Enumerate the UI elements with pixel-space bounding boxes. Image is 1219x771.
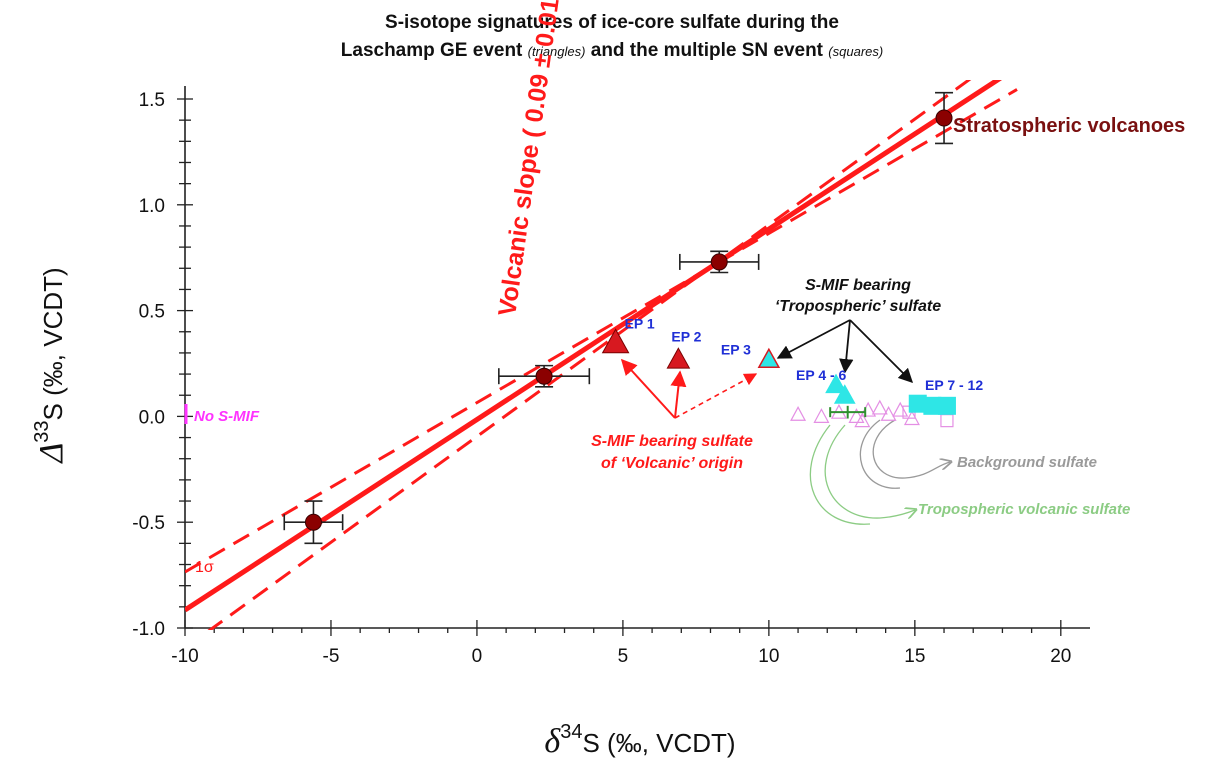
background-square-marker <box>940 414 954 428</box>
y-tick-label: -0.5 <box>132 513 165 534</box>
ep-label: EP 1 <box>625 315 655 331</box>
cyan-triangle-marker <box>833 384 856 404</box>
tropospheric-arrow <box>849 319 914 384</box>
background-triangle-marker <box>790 406 807 421</box>
tropospheric-label-line-2: ‘Tropospheric’ sulfate <box>775 298 941 315</box>
background-arrow <box>859 419 901 489</box>
tropospheric-volcanic-label: Tropospheric volcanic sulfate <box>918 501 1130 518</box>
volcanic-origin-label-line-2: of ‘Volcanic’ origin <box>601 455 743 472</box>
ep-label: EP 3 <box>721 341 751 357</box>
background-triangle-marker <box>892 401 909 417</box>
axis-label-main: S <box>38 403 68 420</box>
tropospheric-arrow <box>776 319 851 359</box>
cyan-square-marker <box>923 396 942 415</box>
x-tick-label: -10 <box>171 646 198 667</box>
x-tick-label: 20 <box>1050 646 1071 667</box>
red-triangle-marker <box>666 347 691 369</box>
cyan-square-marker <box>908 394 927 413</box>
data-marks <box>283 91 956 545</box>
volcanic-origin-arrow-dashed <box>674 373 758 419</box>
background-arrow <box>872 419 950 479</box>
chart-title: S-isotope signatures of ice-core sulfate… <box>341 12 883 61</box>
tropospheric-arrow <box>839 319 854 374</box>
ep-label: EP 4 - 6 <box>796 367 847 383</box>
tropvolc-arrow <box>824 424 915 518</box>
confidence-band-line <box>207 80 972 630</box>
cyan-triangle-marker <box>757 347 781 369</box>
axis-label-symbol: Δ <box>33 443 70 465</box>
x-tick-label: 10 <box>758 646 779 667</box>
y-tick-label: 0.0 <box>139 407 165 428</box>
x-tick-label: -5 <box>323 646 340 667</box>
tropvolc-arrow <box>809 424 871 525</box>
volcanic-point <box>710 253 728 271</box>
x-axis-label: δ34S (‰, VCDT) <box>544 721 735 760</box>
volcanic-origin-arrow <box>620 358 676 419</box>
axes: -10 -5 0 5 10 15 20 -1.0 -0.5 0.0 0.5 1.0 1.5 <box>132 86 1090 667</box>
y-tick-label: 1.0 <box>139 196 165 217</box>
chart-title-part: (squares) <box>828 44 883 59</box>
background-triangle-marker <box>854 412 871 428</box>
cyan-triangle-marker <box>825 373 847 394</box>
volcanic-origin-label-line-1: S-MIF bearing sulfate <box>591 433 753 450</box>
background-triangle-marker <box>880 406 897 421</box>
axis-label-symbol: δ <box>544 723 561 760</box>
background-triangle-marker <box>871 399 888 415</box>
y-tick-label: -1.0 <box>132 619 165 640</box>
axis-label-unit: (‰, VCDT) <box>38 267 68 403</box>
regression-lines <box>185 80 1018 630</box>
y-axis-label: Δ33S (‰, VCDT) <box>31 267 70 464</box>
volcanic-point <box>304 513 322 531</box>
x-tick-label: 15 <box>904 646 925 667</box>
axis-label-superscript: 34 <box>560 721 582 743</box>
axis-label-main: S <box>582 728 599 758</box>
background-triangle-marker <box>813 408 830 423</box>
background-sulfate-label: Background sulfate <box>957 454 1097 471</box>
chart-title-part: (triangles) <box>528 44 586 59</box>
no-smif-label: No S-MIF <box>194 408 260 425</box>
x-tick-label: 5 <box>618 646 629 667</box>
regression-line <box>185 80 1003 613</box>
sigma-label: 1σ <box>195 559 214 576</box>
confidence-band-line <box>185 88 1018 574</box>
annotation-arrows <box>620 319 950 525</box>
chart-title-line-2: Laschamp GE event (triangles) and the mu… <box>341 40 883 61</box>
chart-title-part: Laschamp GE event <box>341 40 528 61</box>
y-tick-label: 1.5 <box>139 90 165 111</box>
stratospheric-label: Stratospheric volcanoes <box>953 115 1185 137</box>
ep-label: EP 2 <box>671 328 701 344</box>
chart-title-part: and the multiple SN event <box>585 40 828 61</box>
axis-label-unit: (‰, VCDT) <box>600 728 736 758</box>
cyan-square-marker <box>937 396 956 415</box>
volcanic-origin-arrow <box>670 370 687 419</box>
y-tick-label: 0.5 <box>139 302 165 323</box>
axis-label-superscript: 33 <box>31 420 53 442</box>
chart-title-line-1: S-isotope signatures of ice-core sulfate… <box>385 12 839 33</box>
ep-label: EP 7 - 12 <box>925 377 983 393</box>
red-triangle-marker <box>601 328 630 354</box>
x-tick-label: 0 <box>472 646 483 667</box>
background-triangle-marker <box>848 408 865 423</box>
tropospheric-label-line-1: S-MIF bearing <box>805 277 911 294</box>
volcanic-point <box>935 109 953 127</box>
volcanic-point <box>535 367 553 385</box>
